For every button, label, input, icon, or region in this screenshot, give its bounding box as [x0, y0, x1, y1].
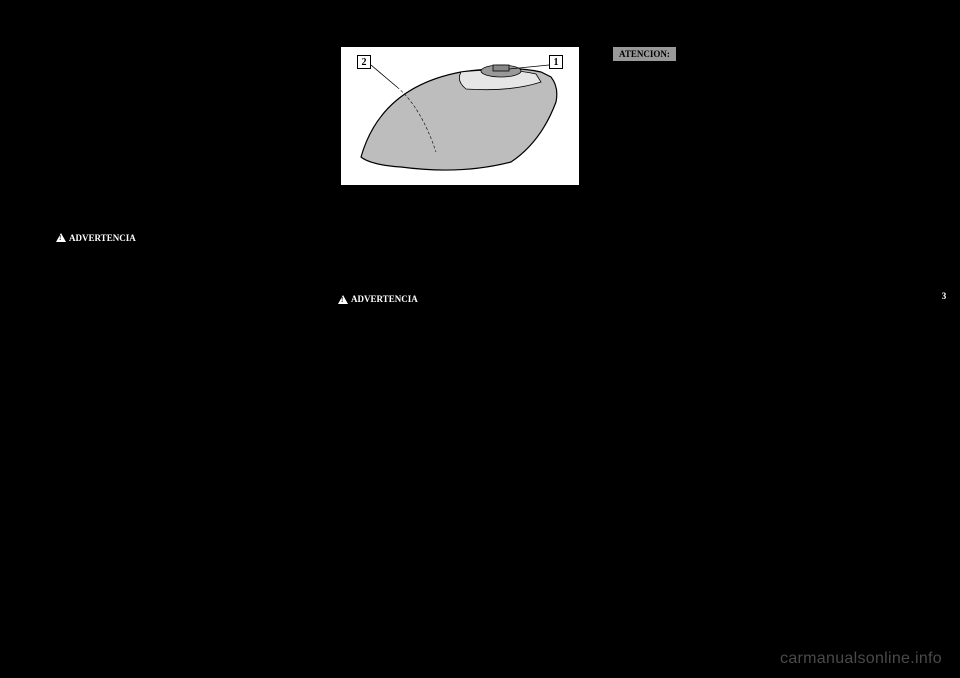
- warning-icon: [338, 295, 348, 304]
- manual-page: ble girándolo en el sentido de las aguja…: [0, 0, 920, 366]
- chapter-tab: 3: [938, 290, 950, 302]
- tank-illustration: [341, 47, 581, 187]
- col2-adv-body: No llene en exceso el depósito de combus…: [330, 312, 590, 353]
- advertencia-label-2: ADVERTENCIA: [330, 291, 425, 307]
- nota-label: NOTA:: [48, 176, 79, 187]
- callout-2: 2: [357, 55, 371, 69]
- nota-label-2: NOTA:: [612, 215, 643, 226]
- advertencia-text: ADVERTENCIA: [69, 232, 136, 244]
- col2-body: Llene el depósito hasta la parte inferio…: [330, 238, 590, 265]
- col3-body: Su motor ha sido diseñado para usar gaso…: [612, 116, 872, 170]
- figure-caption-2: 2. Depósito de combustible: [330, 216, 590, 228]
- col1-nota-body: Después de cerrar, asegúrese de que el t…: [48, 193, 308, 220]
- column-1: ble girándolo en el sentido de las aguja…: [48, 40, 308, 366]
- advertencia-label: ADVERTENCIA: [48, 230, 143, 246]
- callout-1: 1: [549, 55, 563, 69]
- watermark: carmanualsonline.info: [780, 650, 942, 668]
- fuel-tank-figure: 2 1: [340, 46, 580, 186]
- column-3: ATENCION: Utilice únicamente gasolina si…: [612, 40, 872, 366]
- col1-adv-body: Compruebe que el tapón esté correctament…: [48, 251, 308, 278]
- col3-nota-body: Si no dispone de gasolina del octanaje r…: [612, 232, 872, 273]
- atencion-label: ATENCION:: [612, 46, 677, 62]
- col1-intro: ble girándolo en el sentido de las aguja…: [48, 140, 308, 167]
- warning-icon: [56, 233, 66, 242]
- column-2: 2 1 1. Tapón del depósito de combustible…: [330, 40, 590, 366]
- col3-att-body: Utilice únicamente gasolina sin plomo. E…: [612, 66, 872, 93]
- advertencia-text-2: ADVERTENCIA: [351, 293, 418, 305]
- figure-caption-1: 1. Tapón del depósito de combustible: [330, 196, 590, 208]
